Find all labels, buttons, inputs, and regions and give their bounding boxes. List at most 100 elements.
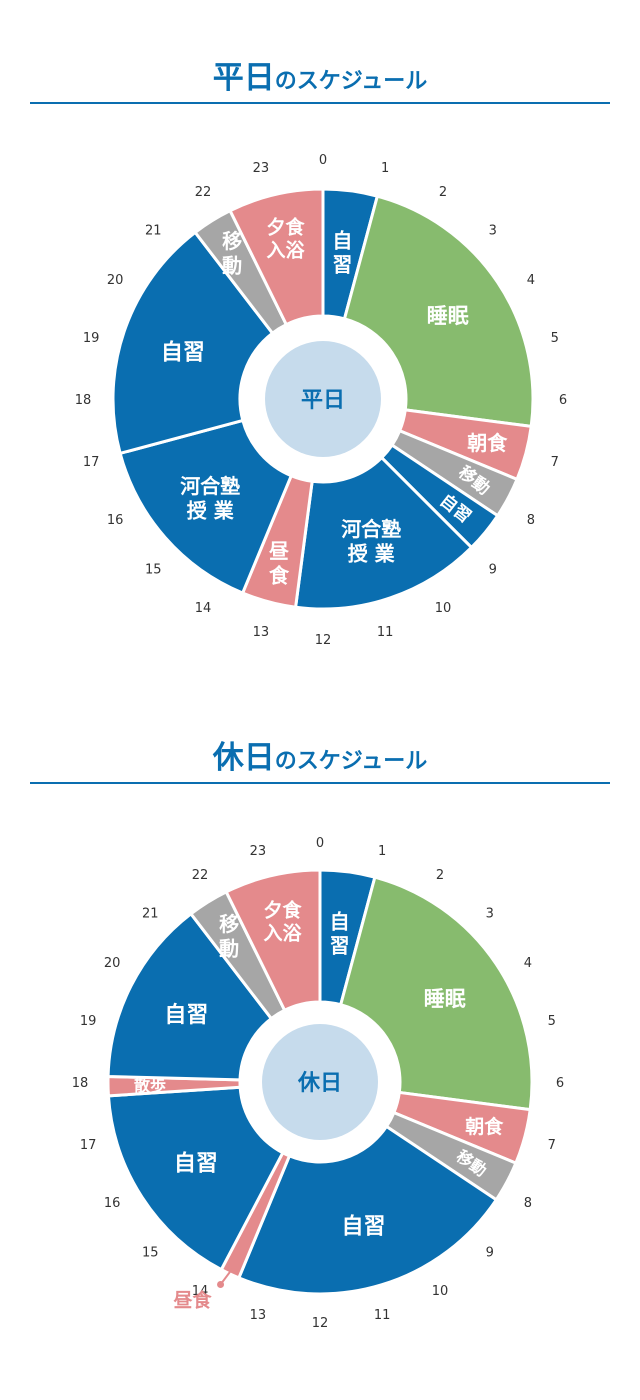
segment-label-line: 自	[332, 228, 352, 252]
hour-tick-label: 4	[527, 273, 535, 288]
hour-tick-label: 12	[315, 633, 332, 648]
weekday-title-main: 平日	[212, 60, 275, 96]
hour-tick-label: 0	[316, 836, 324, 851]
hour-tick-label: 6	[559, 393, 567, 408]
holiday-title-main: 休日	[212, 740, 275, 776]
hour-tick-label: 9	[489, 563, 497, 578]
hour-tick-label: 19	[83, 331, 100, 346]
segment-label-line: 自習	[161, 339, 205, 365]
segment-label: 河合塾授 業	[180, 474, 240, 522]
hour-tick-label: 15	[145, 563, 162, 578]
segment-study	[118, 418, 293, 595]
hour-tick-label: 0	[319, 153, 327, 168]
hour-tick-label: 22	[192, 868, 209, 883]
holiday-title-rest: のスケジュール	[274, 749, 428, 774]
hour-tick-label: 12	[312, 1316, 329, 1331]
hour-tick-label: 20	[107, 273, 124, 288]
segment-label-line: 自習	[174, 1151, 218, 1177]
hour-tick-label: 18	[75, 393, 92, 408]
hour-tick-label: 1	[378, 844, 386, 859]
segments-group	[111, 187, 535, 611]
weekday-title-rule	[30, 102, 610, 104]
callout-label: 昼食	[174, 1289, 213, 1312]
hour-tick-label: 4	[524, 956, 532, 971]
hour-tick-label: 1	[381, 161, 389, 176]
holiday-schedule-chart: 01234567891011121314151617181920212223自習…	[72, 836, 564, 1331]
segment-label-line: 動	[222, 253, 242, 277]
segments-group	[106, 868, 534, 1296]
segment-label: 自習	[330, 909, 350, 957]
hour-tick-label: 20	[104, 956, 121, 971]
hour-tick-label: 8	[524, 1196, 532, 1211]
segment-label: 夕食入浴	[267, 216, 306, 262]
hour-tick-label: 11	[377, 625, 394, 640]
segment-label-line: 移	[222, 229, 242, 253]
hour-tick-label: 23	[253, 161, 270, 176]
segment-study	[106, 912, 273, 1082]
holiday-title-rule	[30, 782, 610, 784]
hour-tick-label: 15	[142, 1246, 159, 1261]
segment-label: 睡眠	[424, 987, 466, 1011]
hour-tick-label: 9	[486, 1246, 494, 1261]
segment-label-line: 自	[330, 909, 350, 933]
hour-tick-label: 14	[195, 601, 212, 616]
segment-label: 移動	[219, 912, 239, 960]
segment-label-line: 河合塾	[180, 474, 240, 498]
segment-label-line: 夕食	[264, 899, 303, 922]
hour-tick-label: 2	[436, 868, 444, 883]
segment-label: 散歩	[134, 1076, 166, 1095]
segment-label-line: 入浴	[267, 240, 306, 262]
hour-tick-label: 18	[72, 1076, 89, 1091]
hour-tick-label: 19	[80, 1014, 97, 1029]
center-disk	[262, 1024, 378, 1140]
hour-tick-label: 16	[107, 513, 124, 528]
weekday-schedule-chart: 01234567891011121314151617181920212223自習…	[75, 153, 567, 648]
weekday-title-rest: のスケジュール	[274, 69, 428, 94]
hour-tick-label: 5	[551, 331, 559, 346]
segment-label-line: 授 業	[187, 498, 235, 522]
segment-sleep	[342, 194, 535, 428]
hour-tick-label: 14	[192, 1284, 209, 1299]
segment-label: 自習	[342, 1213, 386, 1239]
hour-tick-label: 11	[374, 1308, 391, 1323]
hour-tick-label: 13	[253, 625, 270, 640]
hour-tick-label: 3	[489, 223, 497, 238]
segment-study	[111, 230, 274, 455]
hour-tick-label: 2	[439, 185, 447, 200]
segment-label-line: 自習	[164, 1002, 208, 1028]
segment-label: 自習	[161, 339, 205, 365]
center-label: 休日	[297, 1071, 342, 1096]
holiday-section: 休日のスケジュール 0 1 2 3 4 5 6 7 8 9 10 11 12 13 14 15 16 17 18 19…	[0, 700, 640, 1400]
segment-study	[106, 1085, 285, 1272]
hour-tick-label: 17	[83, 455, 100, 470]
hour-tick-label: 6	[556, 1076, 564, 1091]
segment-label: 河合塾授 業	[341, 517, 401, 565]
hour-tick-label: 10	[432, 1284, 449, 1299]
segment-label: 睡眠	[427, 304, 469, 328]
segment-label-line: 睡眠	[424, 987, 466, 1011]
segment-label-line: 夕食	[267, 216, 306, 239]
callout-dot	[217, 1281, 225, 1289]
hour-tick-label: 16	[104, 1196, 121, 1211]
weekday-title: 平日のスケジュール	[0, 52, 640, 97]
segment-label: 移動	[222, 229, 242, 277]
segment-label: 自習	[164, 1002, 208, 1028]
segment-label-line: 散歩	[134, 1076, 166, 1095]
hour-tick-label: 17	[80, 1138, 97, 1153]
segment-label: 朝食	[467, 431, 508, 455]
segment-meal	[224, 868, 322, 1012]
segment-label: 昼食	[269, 539, 290, 587]
segment-label-line: 朝食	[465, 1115, 504, 1138]
segment-label-line: 授 業	[348, 541, 396, 565]
segment-label-line: 昼	[269, 539, 289, 563]
hour-tick-label: 7	[548, 1138, 556, 1153]
segment-label: 夕食入浴	[264, 899, 303, 945]
segment-label-line: 習	[330, 934, 350, 958]
hour-tick-label: 3	[486, 906, 494, 921]
hour-tick-label: 13	[250, 1308, 267, 1323]
hour-tick-label: 21	[145, 223, 162, 238]
weekday-section: 平日のスケジュール 0 1 2 3 4 5 6 7 8 9 10 11 12 13 14 15 16 17 18 19…	[0, 0, 640, 680]
segment-label-line: 睡眠	[427, 304, 469, 328]
segment-label: 朝食	[465, 1115, 504, 1138]
